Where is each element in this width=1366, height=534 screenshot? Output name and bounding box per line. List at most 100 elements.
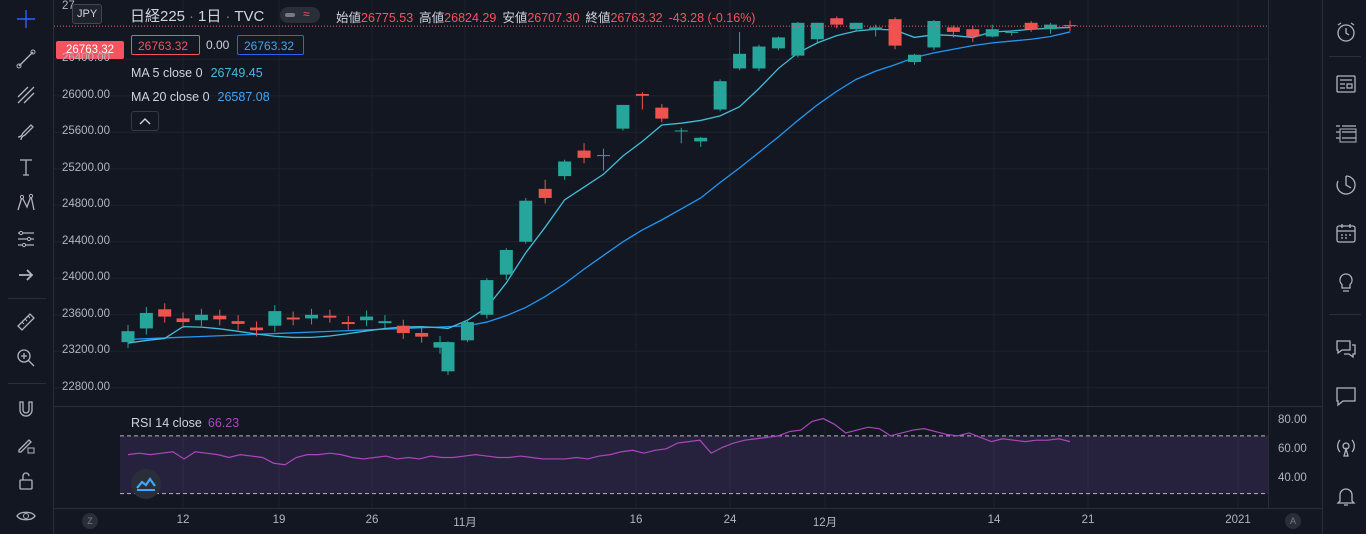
eye-icon[interactable] <box>10 501 42 531</box>
pattern-icon[interactable] <box>10 188 42 218</box>
candle-body <box>810 22 824 40</box>
ma20-value: 26587.08 <box>217 90 270 104</box>
candle-body <box>231 321 245 324</box>
zoom-in-icon[interactable] <box>10 343 42 373</box>
widget-separator <box>1329 314 1361 315</box>
symbol-name: 日経225 <box>130 8 186 25</box>
brush-icon[interactable] <box>10 116 42 146</box>
change-value: -43.28 (-0.16%) <box>668 11 756 25</box>
candle-body <box>985 29 999 37</box>
widget-separator <box>1329 56 1361 57</box>
message-icon[interactable] <box>1331 381 1361 411</box>
candle-body <box>480 280 494 315</box>
magnet-icon[interactable] <box>10 394 42 424</box>
buy-price-box[interactable]: 26763.32 <box>237 35 304 55</box>
rsi-axis-label: 60.00 <box>1278 443 1307 456</box>
candle-body <box>888 19 902 46</box>
crosshair-icon[interactable] <box>10 4 42 34</box>
arrow-right-icon[interactable] <box>10 260 42 290</box>
candle-body <box>908 54 921 63</box>
ma20-label: MA 20 close 0 <box>131 90 210 104</box>
alarm-clock-icon[interactable] <box>1331 17 1361 47</box>
chevron-up-icon <box>139 118 151 125</box>
sell-price-box[interactable]: 26763.32 <box>131 35 200 55</box>
toolbar-separator <box>8 298 46 299</box>
low-value: 26707.30 <box>527 11 580 25</box>
pitchfork-icon[interactable] <box>10 80 42 110</box>
candle-body <box>616 104 630 129</box>
candle-body <box>674 130 688 132</box>
candle-body <box>752 46 766 69</box>
candle-body <box>176 318 190 323</box>
candle-body <box>323 315 337 318</box>
price-axis-label: 26400.00 <box>62 52 110 65</box>
candle-body <box>441 342 455 372</box>
chart-grid <box>54 0 1268 508</box>
collapse-legend-button[interactable] <box>131 111 159 131</box>
lock-pencil-icon[interactable] <box>10 430 42 460</box>
drawing-toolbar <box>0 0 54 534</box>
pane-divider[interactable] <box>54 406 1322 407</box>
candle-body <box>249 327 263 331</box>
ma20-legend[interactable]: MA 20 close 0 26587.08 <box>131 90 270 104</box>
timezone-button[interactable]: Z <box>82 513 98 529</box>
candle-body <box>194 314 208 321</box>
broadcast-icon[interactable] <box>1331 432 1361 462</box>
candle-body <box>213 315 227 320</box>
candle-body <box>360 316 374 321</box>
rsi-legend[interactable]: RSI 14 close 66.23 <box>131 416 239 430</box>
market-status-toggle[interactable]: ≈ <box>280 7 320 23</box>
unlock-icon[interactable] <box>10 466 42 496</box>
candle-body <box>597 155 610 157</box>
candle-body <box>396 325 410 334</box>
ruler-icon[interactable] <box>10 307 42 337</box>
text-icon[interactable] <box>10 152 42 182</box>
rsi-value: 66.23 <box>207 416 240 430</box>
news-icon[interactable] <box>1331 69 1361 99</box>
price-axis-label: 25600.00 <box>62 125 110 138</box>
candle-body <box>966 29 980 37</box>
watchlist-icon[interactable] <box>1331 118 1361 148</box>
bell-icon[interactable] <box>1331 481 1361 511</box>
time-axis-divider <box>54 508 1322 509</box>
candle-body <box>1044 24 1058 30</box>
candle-body <box>499 249 513 275</box>
candle-body <box>558 161 572 177</box>
candle-body <box>1063 25 1077 27</box>
low-label: 安値 <box>502 11 528 25</box>
time-axis-label: 19 <box>272 514 286 526</box>
calendar-icon[interactable] <box>1331 218 1361 248</box>
ma5-legend[interactable]: MA 5 close 0 26749.45 <box>131 66 263 80</box>
price-axis-top-label: 27 <box>62 0 75 12</box>
high-label: 高値 <box>419 11 445 25</box>
close-label: 終値 <box>585 11 611 25</box>
rsi-axis-label: 80.00 <box>1278 414 1307 427</box>
replay-icon[interactable] <box>1331 170 1361 200</box>
candle-body <box>121 331 135 343</box>
separator-dot: · <box>189 8 195 25</box>
candle-body <box>655 107 669 119</box>
ohlc-legend: 始値26775.53 高値26824.29 安値26707.30 終値26763.32… <box>336 7 761 26</box>
rsi-band <box>120 435 1268 494</box>
ma5-value: 26749.45 <box>210 66 263 80</box>
widget-bar <box>1322 0 1366 534</box>
auto-scale-button[interactable]: A <box>1285 513 1301 529</box>
trend-line-icon[interactable] <box>10 44 42 74</box>
tradingview-logo-icon[interactable] <box>131 469 161 499</box>
close-value: 26763.32 <box>610 11 663 25</box>
time-axis-label: 12月 <box>812 517 838 529</box>
toolbar-separator <box>8 383 46 384</box>
symbol-exchange: TVC <box>234 8 265 25</box>
current-price-tag: 26763.32 <box>56 41 124 59</box>
forecast-icon[interactable] <box>10 224 42 254</box>
candle-body <box>733 53 747 69</box>
lightbulb-icon[interactable] <box>1331 268 1361 298</box>
chat-icon[interactable] <box>1331 333 1361 363</box>
symbol-title[interactable]: 日経225 · 1日 · TVC <box>130 5 264 26</box>
candle-body <box>139 312 153 329</box>
price-axis-label: 24800.00 <box>62 198 110 211</box>
candle-body <box>869 27 883 31</box>
currency-button[interactable]: JPY <box>72 4 103 24</box>
candle-body <box>519 200 533 242</box>
